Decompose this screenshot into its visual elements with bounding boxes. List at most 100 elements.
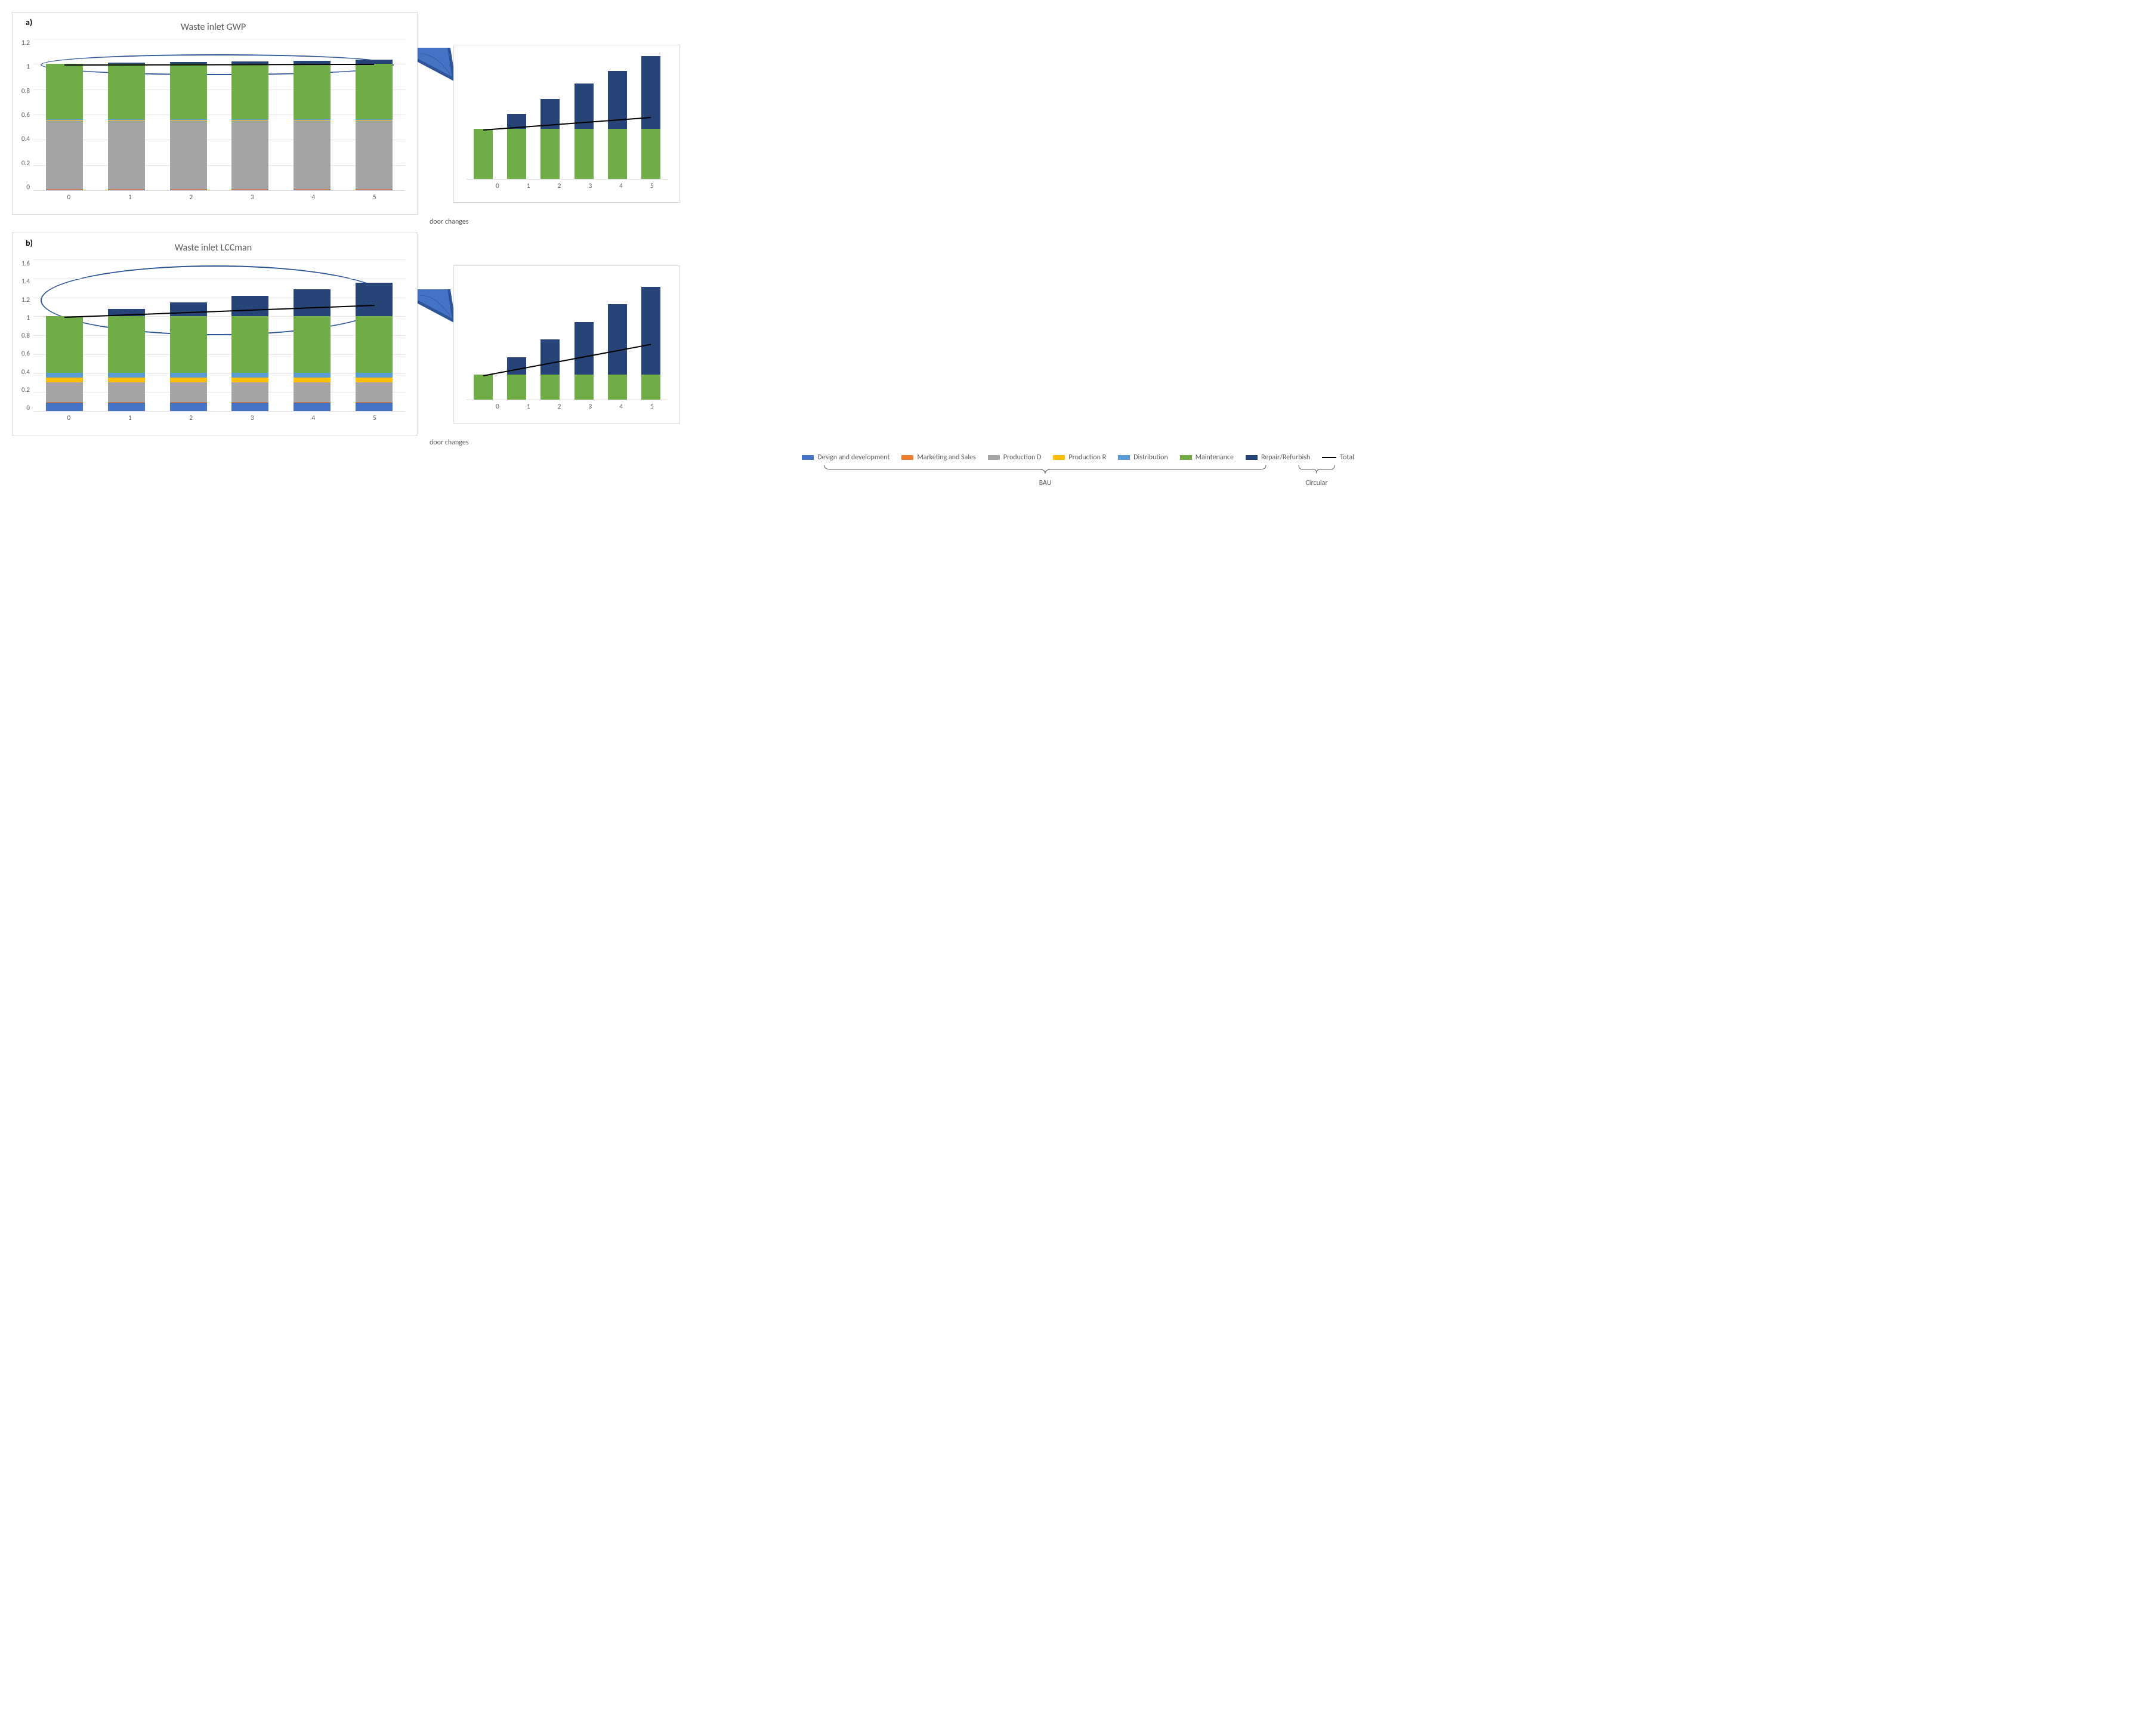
bar-segment-maintenance [608,129,627,179]
bar [507,357,526,400]
bar-segment-maintenance [170,64,207,119]
bar-segment-productionD [170,120,207,190]
legend-item-repair: Repair/Refurbish [1246,453,1310,462]
bar [507,114,526,179]
ytick: 1.6 [21,259,30,267]
bar-segment-maintenance [474,129,493,179]
brace-circular: Circular [1296,464,1338,487]
bar-segment-distribution [46,373,83,378]
legend-item-marketing: Marketing and Sales [901,453,975,462]
bar-segment-maintenance [46,316,83,373]
bar-segment-productionD [46,120,83,190]
legend-label: Production D [1003,453,1042,462]
legend-label: Total [1340,453,1354,462]
bar-segment-maintenance [641,129,660,179]
legend-line-swatch [1322,457,1336,458]
xtick: 0 [50,414,87,422]
ytick: 0.4 [21,368,30,376]
legend-label: Marketing and Sales [917,453,975,462]
bar [170,62,207,190]
ytick: 1.2 [21,39,30,47]
chart-b-left: b) Waste inlet LCCman 1.61.41.210.80.60.… [12,233,418,435]
bar-segment-repair [356,283,393,316]
yaxis-b-left: 1.61.41.210.80.60.40.20 [21,259,33,412]
bar-segment-repair [574,322,594,375]
bar [574,322,594,400]
bar [294,289,330,411]
bar [108,63,145,190]
ytick: 0 [21,183,30,191]
xtick: 2 [172,414,209,422]
bar-segment-maintenance [356,64,393,119]
bar-segment-productionR [231,378,268,382]
bar-segment-maintenance [231,316,268,373]
legend-label: Design and development [817,453,889,462]
legend-swatch [988,455,1000,460]
panel-b: b) Waste inlet LCCman 1.61.41.210.80.60.… [12,233,2144,435]
xtick: 5 [356,414,393,422]
xtick: 5 [643,182,662,190]
xtick: 1 [112,193,149,201]
bars-row [33,39,405,190]
chart-b-title: Waste inlet LCCman [21,242,405,253]
bar-segment-maintenance [356,316,393,373]
legend-swatch [1118,455,1130,460]
bar-segment-maintenance [294,316,330,373]
bar [474,375,493,400]
legend-label: Repair/Refurbish [1261,453,1310,462]
bar-segment-design [356,403,393,411]
xtick: 3 [234,414,271,422]
plot-a-left: 1.210.80.60.40.20 [21,39,405,191]
yaxis-a-left: 1.210.80.60.40.20 [21,39,33,191]
legend-label: Production R [1068,453,1106,462]
bar-segment-design [108,403,145,411]
legend-swatch [1180,455,1192,460]
bar [540,339,560,400]
bar [46,316,83,411]
bar-segment-design [294,403,330,411]
bar [356,60,393,190]
bars-a-left [33,39,405,191]
bar-segment-repair [641,287,660,375]
bar-segment-productionR [46,378,83,382]
brace-bau-label: BAU [818,479,1272,487]
bar-segment-maintenance [46,64,83,119]
bar-segment-maintenance [574,129,594,179]
xtick: 1 [519,403,538,410]
chart-a-right: 012345 [453,45,680,203]
xtick: 3 [234,193,271,201]
bar-segment-distribution [170,373,207,378]
xlabels-b-right: 012345 [482,403,668,410]
legend-item-productionD: Production D [988,453,1042,462]
xtick: 4 [611,182,631,190]
bar [356,283,393,411]
xtick: 5 [356,193,393,201]
bar-segment-design [231,403,268,411]
bar [474,129,493,179]
bar [108,309,145,411]
bar [294,61,330,190]
ytick: 0.6 [21,111,30,119]
bar-segment-repair [231,296,268,316]
legend-item-productionR: Production R [1053,453,1106,462]
bar [608,304,627,400]
ytick: 0.8 [21,87,30,95]
bar-segment-repair [108,309,145,316]
ytick: 1 [21,63,30,70]
bars-row [467,54,668,179]
legend-item-distribution: Distribution [1118,453,1168,462]
xtick: 3 [580,182,600,190]
bar-segment-productionD [294,382,330,402]
bar-segment-maintenance [608,375,627,400]
bar-segment-repair [507,357,526,375]
xtick: 0 [488,403,507,410]
bar-segment-productionR [294,378,330,382]
bar-segment-productionD [231,382,268,402]
legend-item-total: Total [1322,453,1354,462]
bar-segment-productionD [294,120,330,190]
bar-segment-productionD [108,120,145,190]
ytick: 1.4 [21,277,30,285]
bar-segment-maintenance [641,375,660,400]
bar-segment-maintenance [231,64,268,119]
bar-segment-repair [170,302,207,316]
